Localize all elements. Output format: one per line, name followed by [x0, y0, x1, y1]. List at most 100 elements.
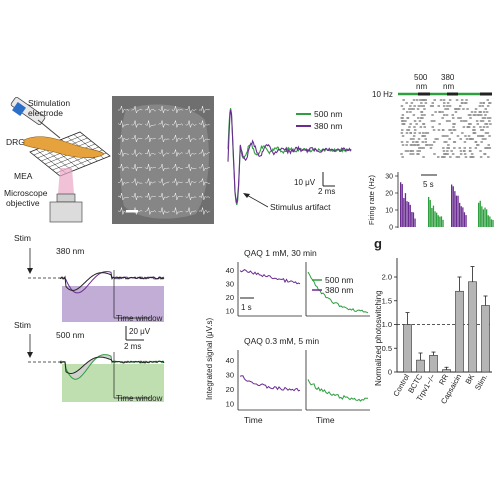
firing-bar	[437, 215, 439, 227]
firing-bar	[452, 186, 454, 227]
light-cone	[58, 168, 74, 194]
raster-label-500: 500	[414, 73, 428, 82]
firing-bar	[400, 182, 402, 227]
firing-histogram	[400, 182, 494, 227]
raster-freq-label: 10 Hz	[372, 90, 393, 99]
bar-category-label: Stim.	[473, 373, 489, 392]
int-tick-label: 30	[226, 371, 234, 380]
firing-bar	[429, 199, 431, 227]
wavelength-label-bottom: 500 nm	[56, 330, 84, 340]
firing-bar	[406, 201, 408, 227]
firing-bar	[451, 184, 453, 227]
firing-bar	[457, 195, 459, 227]
integrated-panel: QAQ 1 mM, 30 min QAQ 0.3 mM, 5 min Integ…	[205, 248, 370, 425]
integrated-trace-500-top	[307, 271, 369, 314]
firing-bar	[462, 207, 464, 227]
firing-bar	[482, 209, 485, 227]
mea-label: MEA	[14, 171, 33, 181]
firing-tick-label: 30	[385, 174, 393, 181]
firing-bar	[481, 206, 483, 227]
firing-bar	[442, 219, 444, 227]
panel-letter: g	[374, 236, 382, 251]
spike-raster	[400, 99, 492, 158]
raw-scale-bar	[322, 172, 335, 187]
drg-label: DRG	[6, 137, 25, 147]
integrated-xlabel-left: Time	[244, 415, 263, 425]
integrated-trace-500-bottom	[307, 379, 368, 402]
time-window-label-bottom: Time window	[116, 394, 163, 403]
photoswitch-panel: Stim 380 nm Time window Stim 500 nm 20 μ…	[14, 233, 165, 403]
bar-chart-panel: g Normalized photoswitching 0 0.5 1.0 1.5 2.…	[374, 236, 492, 406]
bar-tick-label: 1.5	[382, 296, 392, 305]
drg-tissue	[23, 136, 105, 158]
raw-scale-voltage: 10 μV	[294, 178, 316, 187]
int-legend-380: 380 nm	[325, 285, 353, 295]
firing-bar	[455, 195, 458, 227]
firing-bar	[487, 215, 489, 227]
firing-bar	[439, 216, 441, 227]
firing-bar	[409, 204, 411, 227]
bar-category-label: BK	[463, 373, 476, 386]
firing-bar	[463, 212, 466, 227]
firing-bar	[454, 191, 456, 227]
firing-bar	[484, 207, 486, 227]
firing-bar	[411, 211, 413, 227]
legend-500nm: 500 nm	[314, 109, 342, 119]
int-tick-label: 10	[226, 400, 234, 409]
firing-bar	[432, 205, 435, 227]
firing-bar	[428, 196, 430, 227]
artifact-arrow	[244, 193, 269, 208]
bar-0	[403, 324, 412, 373]
time-window-380-shade	[62, 286, 164, 322]
micrograph-panel	[112, 96, 214, 224]
integrated-trace-380-top	[239, 269, 301, 285]
raster-panel: 500 nm 380 nm 10 Hz 5 s 0 10 20 30 Firing r…	[367, 73, 494, 232]
time-window-label-top: Time window	[116, 314, 163, 323]
photoswitch-scale-bar	[125, 326, 144, 341]
firing-bar	[401, 184, 403, 227]
bar-chart-ylabel: Normalized photoswitching	[374, 290, 383, 386]
firing-bar	[478, 202, 480, 227]
integrated-title-bottom: QAQ 0.3 mM, 5 min	[244, 336, 319, 346]
raster-label-380: 380	[441, 73, 455, 82]
stim-label-bottom: Stim	[14, 320, 31, 330]
firing-bar	[465, 215, 467, 227]
firing-bar	[403, 197, 405, 227]
firing-bar	[459, 202, 461, 227]
electrode-icon	[10, 96, 61, 139]
integrated-trace-380-bottom	[239, 375, 301, 392]
firing-bar	[486, 209, 488, 227]
trace-500nm	[227, 108, 352, 206]
artifact-annotation: Stimulus artifact	[270, 202, 331, 212]
bar-1	[416, 359, 425, 373]
firing-ylabel: Firing rate (Hz)	[367, 174, 376, 225]
bar-4	[455, 290, 464, 373]
firing-bar	[460, 206, 462, 227]
raster-scale-time: 5 s	[423, 180, 434, 189]
int-tick-label: 10	[226, 307, 234, 316]
raster-label-380-nm: nm	[443, 82, 454, 91]
bar-tick-label: 0	[388, 368, 392, 377]
firing-bar	[490, 219, 493, 227]
photoswitch-scale-voltage: 20 μV	[129, 327, 151, 336]
bar-3	[442, 369, 451, 373]
legend-380nm: 380 nm	[314, 121, 342, 131]
firing-bar	[408, 202, 410, 227]
microscope-label: Microscope	[4, 188, 48, 198]
firing-bar	[431, 208, 433, 227]
int-tick-label: 20	[226, 293, 234, 302]
bar-6	[481, 305, 490, 373]
stim-label-top: Stim	[14, 233, 31, 243]
firing-tick-label: 10	[385, 208, 393, 215]
int-legend-500: 500 nm	[325, 275, 353, 285]
firing-bar	[479, 200, 481, 227]
raw-scale-time: 2 ms	[318, 187, 335, 196]
firing-bar	[492, 219, 494, 227]
firing-bar	[404, 193, 407, 227]
bar-tick-label: 0.5	[382, 344, 392, 353]
firing-tick-label: 20	[385, 191, 393, 198]
objective-icon	[49, 193, 83, 223]
int-tick-label: 40	[226, 356, 234, 365]
